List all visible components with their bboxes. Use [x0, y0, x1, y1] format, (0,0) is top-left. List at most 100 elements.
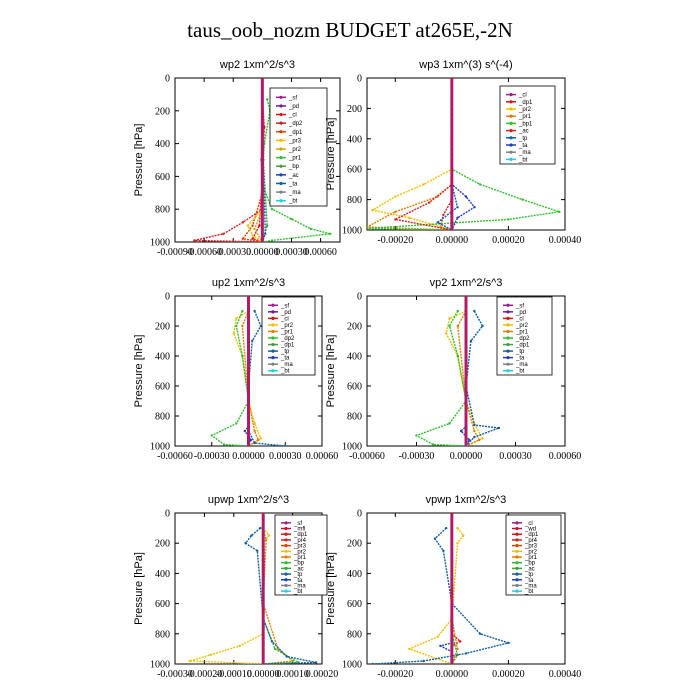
- legend-label: _pr2: [524, 549, 538, 555]
- y-tick-label: 400: [347, 352, 362, 363]
- x-tick-label: 0.00030: [499, 451, 532, 462]
- plot-frame: [366, 512, 566, 665]
- series-point: [257, 438, 260, 442]
- legend-marker: [279, 130, 283, 134]
- y-tick-label: 600: [155, 172, 170, 183]
- series-point: [439, 644, 442, 648]
- legend-label: _ma: [280, 362, 293, 368]
- legend-marker: [515, 549, 519, 553]
- legend: _sf_pd_cl_pr2_pr1_dp2_dp1_tp_ta_ma_bt: [496, 296, 553, 376]
- y-tick-label: 0: [357, 74, 362, 85]
- legend-marker: [515, 561, 519, 565]
- series-line-tp: [372, 527, 511, 664]
- y-tick-label: 0: [165, 509, 170, 520]
- series-point: [497, 426, 501, 430]
- legend-marker: [284, 589, 288, 593]
- series-point: [442, 213, 445, 216]
- y-tick-label: 200: [155, 106, 170, 117]
- x-tick-label: 0.00020: [306, 669, 339, 680]
- y-tick-label: 800: [155, 205, 170, 216]
- x-tick-label: 0.00000: [436, 669, 469, 680]
- legend-box: [499, 85, 556, 165]
- y-tick-label: 800: [155, 629, 170, 640]
- series-line-pr1: [241, 310, 260, 446]
- legend-marker: [509, 114, 513, 118]
- y-tick-label: 800: [347, 629, 362, 640]
- series-point: [246, 224, 249, 227]
- legend-marker: [279, 121, 283, 125]
- series-point: [235, 317, 238, 320]
- legend-label: _bt: [518, 157, 528, 163]
- series-point: [456, 647, 459, 651]
- legend-label: _pd: [288, 104, 299, 110]
- series-point: [456, 526, 459, 530]
- legend-label: _ac: [524, 566, 535, 572]
- legend-marker: [279, 104, 283, 108]
- series-point: [445, 332, 448, 335]
- series-point: [445, 526, 448, 530]
- legend-marker: [515, 538, 519, 542]
- chart-panel-3: up2 1xm^2/s^3 Pressure [hPa] 0 200 400 600 800…: [133, 277, 338, 462]
- series-point: [222, 443, 226, 446]
- y-axis-label: Pressure [hPa]: [133, 124, 145, 197]
- series-point: [456, 542, 459, 545]
- series-point: [415, 434, 418, 437]
- legend-marker: [509, 107, 513, 111]
- x-tick-label: -0.00060: [157, 451, 193, 462]
- series-line-dp2: [210, 310, 250, 446]
- series-point: [264, 539, 268, 542]
- legend-marker: [506, 349, 510, 353]
- legend-label: _pr2: [518, 107, 532, 113]
- series-point: [422, 659, 425, 663]
- x-tick-label: 0.00030: [275, 247, 308, 258]
- legend: _sf _pd _cl _dp2 _dp1 _pr3 _pr2 _pr1 _bp _ac _ta _m…: [269, 87, 328, 207]
- legend-marker: [506, 316, 510, 320]
- legend-label: _sf: [515, 303, 524, 309]
- legend-marker: [509, 121, 513, 125]
- legend-marker: [271, 303, 275, 307]
- legend-marker: [279, 147, 283, 151]
- legend-marker: [271, 310, 275, 314]
- legend-box: [261, 296, 316, 376]
- legend-label: _pd: [280, 310, 291, 316]
- legend-label: _pr2: [293, 549, 307, 555]
- series-point: [285, 655, 288, 658]
- series-point: [468, 438, 471, 442]
- y-tick-label: 1000: [342, 226, 362, 237]
- series-point: [394, 218, 397, 221]
- legend-marker: [284, 532, 288, 536]
- series-line-dp1: [439, 78, 453, 230]
- legend-marker: [515, 572, 519, 576]
- y-tick-label: 400: [155, 569, 170, 580]
- series-group: [188, 513, 318, 664]
- legend-label: _dp1: [288, 130, 303, 136]
- legend-label: _sf: [293, 521, 302, 527]
- legend-marker: [271, 336, 275, 340]
- legend-label: _pr3: [524, 544, 538, 550]
- legend-marker: [509, 157, 513, 161]
- series-point: [448, 317, 451, 320]
- legend-marker: [506, 362, 510, 366]
- series-point: [448, 422, 451, 425]
- legend-marker: [279, 173, 283, 177]
- series-point: [558, 210, 561, 213]
- y-tick-label: 600: [347, 599, 362, 610]
- legend-label: _pr2: [288, 147, 302, 153]
- legend-marker: [506, 336, 510, 340]
- panel-title: wp3 1xm^(3) s^(-4): [418, 59, 512, 71]
- legend-marker: [506, 323, 510, 327]
- series-point: [436, 635, 439, 638]
- legend-marker: [284, 566, 288, 570]
- y-tick-label: 600: [155, 599, 170, 610]
- series-point: [232, 332, 235, 335]
- series-line-pr2: [370, 78, 453, 230]
- panel-title: upwp 1xm^2/s^3: [208, 494, 289, 506]
- series-point: [270, 239, 274, 242]
- legend-marker: [284, 583, 288, 588]
- series-point: [210, 434, 213, 437]
- series-point: [258, 224, 261, 227]
- series-point: [241, 221, 245, 224]
- legend-label: _bt: [515, 369, 525, 375]
- legend-marker: [279, 112, 283, 117]
- legend-label: _tp: [515, 349, 525, 355]
